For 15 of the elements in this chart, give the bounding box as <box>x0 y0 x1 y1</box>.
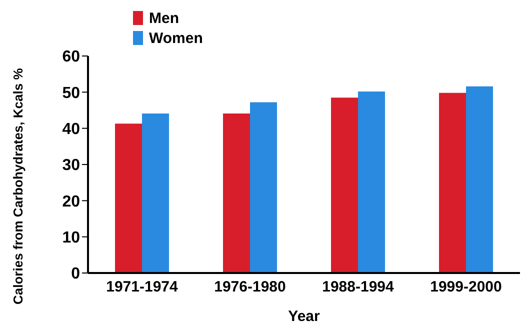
y-tick-label: 20 <box>62 193 80 210</box>
legend-label: Men <box>149 10 179 26</box>
x-tick-label: 1988-1994 <box>322 278 395 296</box>
y-tick-label: 0 <box>71 266 80 283</box>
legend-label: Women <box>149 30 203 46</box>
y-tick-label: 30 <box>62 157 80 174</box>
x-tick-label: 1976-1980 <box>214 278 286 296</box>
x-tick-label: 1999-2000 <box>430 278 502 296</box>
x-tick-label: 1971-1974 <box>106 278 179 296</box>
y-tick-label: 60 <box>62 48 80 66</box>
y-tick-label: 10 <box>62 230 80 247</box>
x-axis-title: Year <box>288 308 320 323</box>
y-axis-title: Calories from Carbohydrates, Kcals % <box>10 68 26 304</box>
y-tick-label: 40 <box>62 121 80 138</box>
y-tick-label: 50 <box>62 84 80 102</box>
